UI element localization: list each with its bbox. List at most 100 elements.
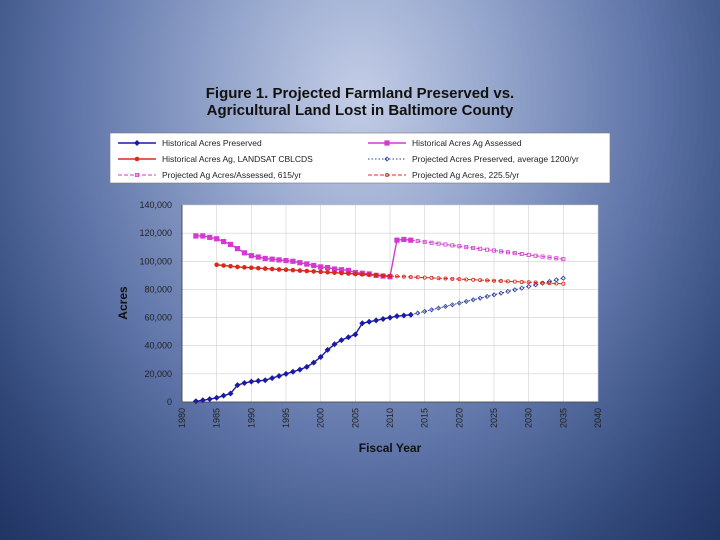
data-point xyxy=(471,277,476,282)
data-point xyxy=(311,262,317,269)
legend-marker xyxy=(134,156,140,162)
data-point xyxy=(443,276,448,281)
data-point xyxy=(373,317,380,324)
x-tick-label: 1980 xyxy=(177,408,187,428)
legend-label: Historical Acres Preserved xyxy=(162,138,262,148)
data-point xyxy=(318,264,324,270)
data-point xyxy=(311,269,317,274)
data-point xyxy=(249,265,254,271)
chart-title-line: Figure 1. Projected Farmland Preserved v… xyxy=(206,85,514,102)
data-point xyxy=(394,274,399,279)
data-point xyxy=(415,275,420,280)
data-point xyxy=(207,234,213,240)
x-tick-label: 1985 xyxy=(212,408,222,428)
x-tick-label: 2000 xyxy=(316,408,326,428)
data-point xyxy=(338,267,345,273)
plot-area xyxy=(181,204,599,405)
data-point xyxy=(221,263,226,268)
data-point xyxy=(478,278,483,283)
data-point xyxy=(220,392,227,399)
data-point xyxy=(463,298,469,305)
data-point xyxy=(297,260,303,266)
data-point xyxy=(290,258,296,264)
data-point xyxy=(234,382,241,389)
chart-title-line: Agricultural Land Lost in Baltimore Coun… xyxy=(207,102,514,119)
data-point xyxy=(533,253,538,258)
data-point xyxy=(429,240,434,245)
data-point xyxy=(456,300,462,306)
legend-label: Projected Ag Acres/Assessed, 615/yr xyxy=(162,170,302,180)
data-point xyxy=(491,278,496,283)
data-point xyxy=(276,257,282,263)
data-point xyxy=(227,390,234,397)
data-point xyxy=(464,245,469,250)
legend-label: Projected Acres Preserved, average 1200/… xyxy=(412,154,579,164)
data-point xyxy=(457,244,462,249)
x-tick-label: 2005 xyxy=(350,408,360,428)
legend-entry: Projected Acres Preserved, average 1200/… xyxy=(368,154,579,164)
data-point xyxy=(359,320,366,327)
data-point xyxy=(234,246,241,252)
data-point xyxy=(325,265,331,271)
data-point xyxy=(450,276,455,281)
data-point xyxy=(235,264,240,270)
data-point xyxy=(290,267,296,273)
data-point xyxy=(352,331,359,338)
legend-marker xyxy=(134,140,140,146)
x-tick-label: 2030 xyxy=(524,408,534,428)
data-point xyxy=(415,310,421,316)
x-tick-label: 2025 xyxy=(489,408,499,428)
data-point xyxy=(192,398,199,405)
data-point xyxy=(512,279,517,284)
legend-box xyxy=(109,132,611,184)
legend-marker xyxy=(384,140,390,146)
y-tick-label: 100,000 xyxy=(139,256,172,266)
y-tick-label: 140,000 xyxy=(139,200,172,210)
data-point xyxy=(450,243,455,248)
data-point xyxy=(561,281,566,286)
series-0 xyxy=(192,311,414,405)
data-point xyxy=(353,271,358,277)
data-point xyxy=(331,341,338,348)
data-point xyxy=(241,250,247,256)
data-point xyxy=(464,277,469,282)
data-point xyxy=(533,280,538,285)
x-tick-label: 1990 xyxy=(246,408,256,428)
x-tick-label: 2035 xyxy=(558,408,568,428)
data-point xyxy=(221,238,227,245)
data-point xyxy=(346,271,351,276)
data-point xyxy=(228,263,233,269)
data-point xyxy=(505,279,510,284)
data-point xyxy=(345,267,351,274)
data-point xyxy=(380,273,386,278)
data-point xyxy=(387,314,393,321)
data-point xyxy=(213,394,220,401)
data-point xyxy=(269,256,275,262)
legend-entry: Historical Acres Ag Assessed xyxy=(368,138,522,148)
data-point xyxy=(554,281,559,286)
data-point xyxy=(380,315,387,322)
data-point xyxy=(303,363,310,370)
data-point xyxy=(255,254,261,260)
data-point xyxy=(491,292,497,298)
data-point xyxy=(214,262,219,268)
series-3 xyxy=(410,275,566,316)
data-point xyxy=(470,297,476,303)
data-point xyxy=(540,280,545,285)
x-tick-label: 2020 xyxy=(454,408,464,428)
y-tick-label: 80,000 xyxy=(144,284,172,294)
data-point xyxy=(540,254,545,259)
data-point xyxy=(547,281,552,286)
data-point xyxy=(248,253,254,259)
series-line xyxy=(389,275,564,285)
data-point xyxy=(429,307,435,313)
x-tick-label: 1995 xyxy=(281,408,291,428)
legend-entry: Historical Acres Preserved xyxy=(118,138,262,148)
data-point xyxy=(289,368,296,375)
legend-marker xyxy=(384,172,389,177)
data-point xyxy=(276,372,283,379)
data-point xyxy=(485,278,490,283)
data-point xyxy=(401,274,406,279)
data-point xyxy=(442,303,449,310)
